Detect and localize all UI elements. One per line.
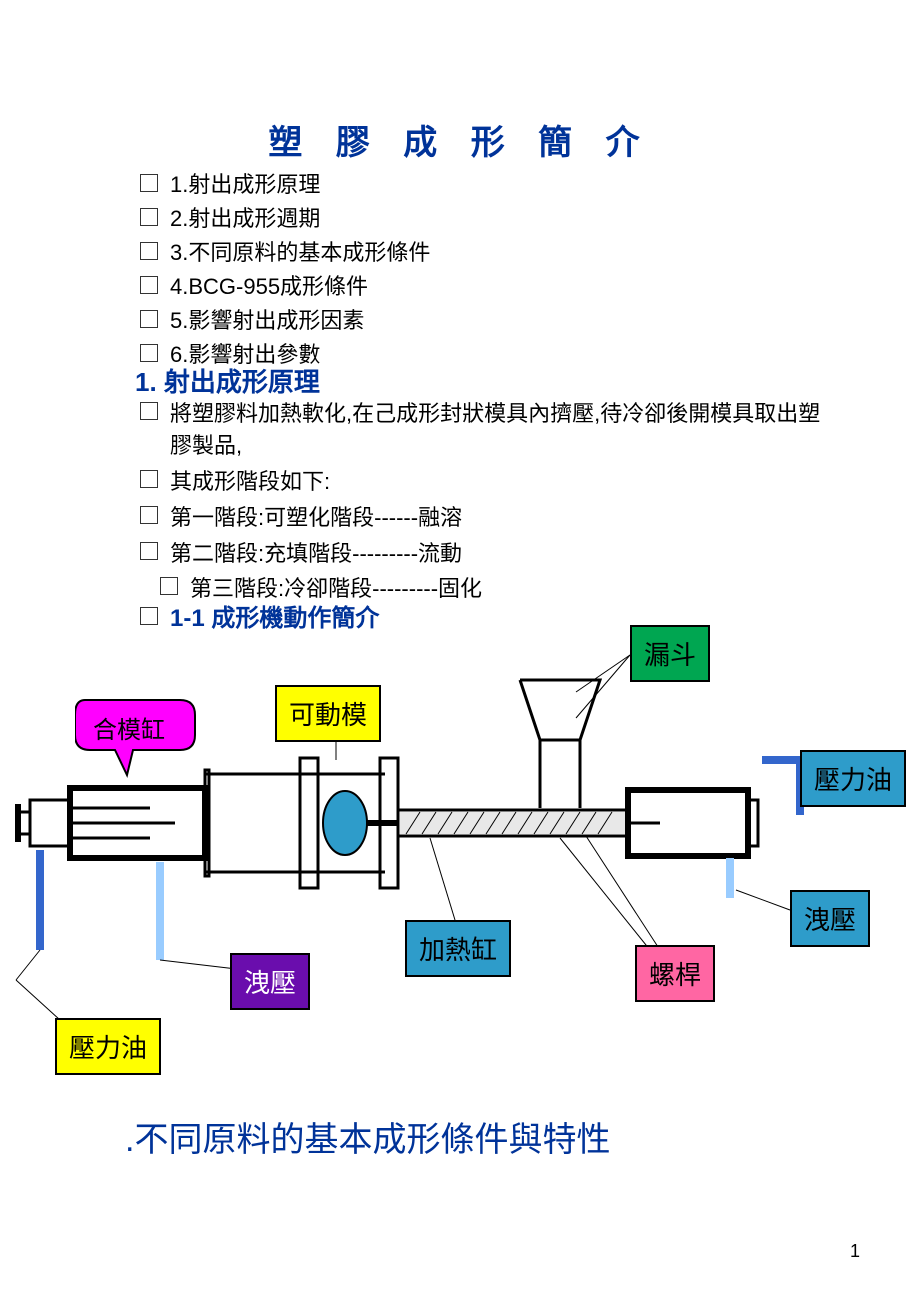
label-heater: 加熱缸 bbox=[405, 920, 511, 977]
section-heading: 1. 射出成形原理 bbox=[135, 362, 320, 399]
sub-heading-row: 1-1 成形機動作簡介 bbox=[140, 598, 379, 633]
list-item: 1.射出成形原理 bbox=[140, 168, 430, 198]
label-relief-right: 洩壓 bbox=[790, 890, 870, 947]
list-item: 4.BCG-955成形條件 bbox=[140, 270, 430, 300]
body-line: 將塑膠料加熱軟化,在己成形封狀模具內擠壓,待冷卻後開模具取出塑膠製品, bbox=[170, 398, 830, 462]
footer-heading: .不同原料的基本成形條件與特性 bbox=[125, 1112, 610, 1161]
list-item: 5.影響射出成形因素 bbox=[140, 304, 430, 334]
label-pressure-oil-right: 壓力油 bbox=[800, 750, 906, 807]
label-screw: 螺桿 bbox=[635, 945, 715, 1002]
label-movable-mold: 可動模 bbox=[275, 685, 381, 742]
toc-list: 1.射出成形原理 2.射出成形週期 3.不同原料的基本成形條件 4.BCG-95… bbox=[140, 168, 430, 372]
list-item: 3.不同原料的基本成形條件 bbox=[140, 236, 430, 266]
list-item: 2.射出成形週期 bbox=[140, 202, 430, 232]
body-line: 第一階段:可塑化階段------融溶 bbox=[170, 502, 462, 534]
section-body: 將塑膠料加熱軟化,在己成形封狀模具內擠壓,待冷卻後開模具取出塑膠製品, 其成形階… bbox=[140, 398, 830, 609]
page-number: 1 bbox=[850, 1241, 860, 1262]
label-pressure-oil-left: 壓力油 bbox=[55, 1018, 161, 1075]
machine-diagram: 漏斗 可動模 合模缸 壓力油 洩壓 螺桿 加熱缸 洩壓 壓力油 bbox=[0, 640, 920, 1100]
body-line: 第二階段:充填階段---------流動 bbox=[170, 538, 462, 570]
sub-heading: 1-1 成形機動作簡介 bbox=[170, 598, 379, 633]
label-relief-left: 洩壓 bbox=[230, 953, 310, 1010]
label-funnel: 漏斗 bbox=[630, 625, 710, 682]
page-title: 塑 膠 成 形 簡 介 bbox=[0, 115, 920, 164]
body-line: 其成形階段如下: bbox=[170, 466, 330, 498]
